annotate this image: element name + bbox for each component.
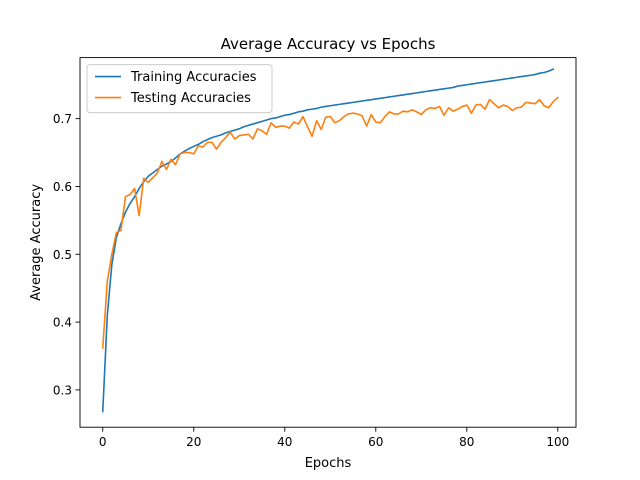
y-axis-label: Average Accuracy — [29, 184, 44, 301]
y-tick-label: 0.7 — [53, 112, 72, 126]
x-axis-label: Epochs — [305, 456, 352, 471]
x-tick-label: 20 — [186, 435, 201, 449]
legend: Training Accuracies Testing Accuracies — [86, 64, 273, 114]
series-line-testing — [101, 96, 559, 349]
legend-label: Training Accuracies — [130, 70, 257, 85]
plot-area-frame — [79, 57, 577, 428]
series-line-training — [101, 68, 555, 413]
x-tick-label: 40 — [277, 435, 292, 449]
x-tick-label: 60 — [368, 435, 383, 449]
x-axis: 0 20 40 60 80 100 — [99, 427, 569, 449]
chart-title: Average Accuracy vs Epochs — [221, 35, 436, 53]
legend-box — [86, 64, 273, 114]
series-layer — [101, 68, 559, 413]
x-tick-label: 100 — [546, 435, 569, 449]
x-tick-label: 80 — [459, 435, 474, 449]
y-tick-label: 0.4 — [53, 316, 72, 330]
y-tick-label: 0.5 — [53, 248, 72, 262]
legend-label: Testing Accuracies — [130, 91, 251, 106]
y-axis: 0.3 0.4 0.5 0.6 0.7 — [53, 112, 80, 397]
y-tick-label: 0.3 — [53, 383, 72, 397]
y-tick-label: 0.6 — [53, 180, 72, 194]
x-tick-label: 0 — [99, 435, 107, 449]
